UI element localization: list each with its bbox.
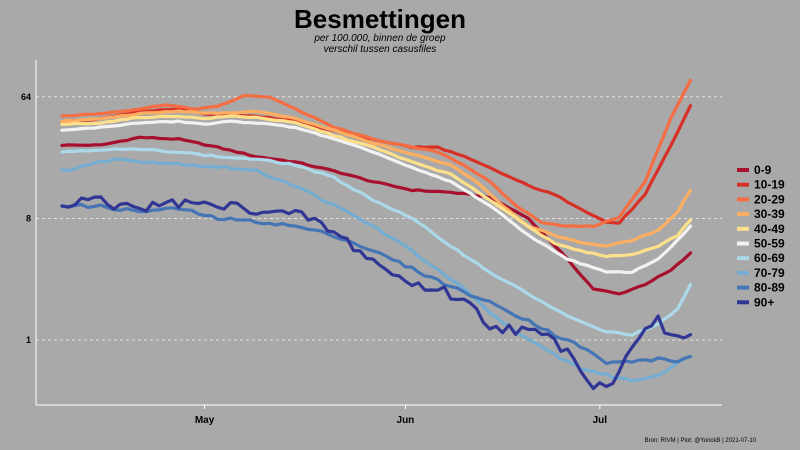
y-tick-label: 8: [26, 213, 31, 223]
x-tick-label: Jun: [397, 415, 415, 426]
legend-label: 10-19: [754, 178, 785, 192]
x-tick-label: Jul: [593, 415, 608, 426]
chart-subtitle-line-2: verschil tussen casusfiles: [323, 44, 437, 55]
legend-label: 30-39: [754, 207, 785, 221]
legend-label: 40-49: [754, 222, 785, 236]
series-line-40-49: [60, 114, 693, 259]
legend-label: 50-59: [754, 237, 785, 251]
x-tick-label: May: [195, 415, 215, 426]
source-caption: Bron: RIVM | Plot: @YorickB | 2021-07-10: [644, 438, 756, 444]
legend-label: 20-29: [754, 192, 785, 206]
series-line-50-59: [60, 119, 693, 275]
legend-label: 90+: [754, 295, 774, 309]
legend-label: 60-69: [754, 251, 785, 265]
series-line-0-9: [60, 135, 693, 296]
y-tick-label: 1: [26, 335, 31, 345]
series-line-80-89: [60, 202, 693, 366]
chart-subtitle-line-1: per 100.000, binnen de groep: [314, 33, 446, 44]
chart-title: Besmettingen: [294, 4, 466, 34]
y-tick-label: 64: [21, 92, 31, 102]
series-line-30-39: [60, 109, 693, 248]
legend-label: 70-79: [754, 266, 785, 280]
legend-label: 80-89: [754, 281, 785, 295]
series-line-70-79: [60, 157, 693, 383]
series-line-90+: [60, 195, 693, 391]
series-line-20-29: [60, 78, 693, 229]
legend-label: 0-9: [754, 163, 772, 177]
series-line-60-69: [60, 147, 693, 337]
